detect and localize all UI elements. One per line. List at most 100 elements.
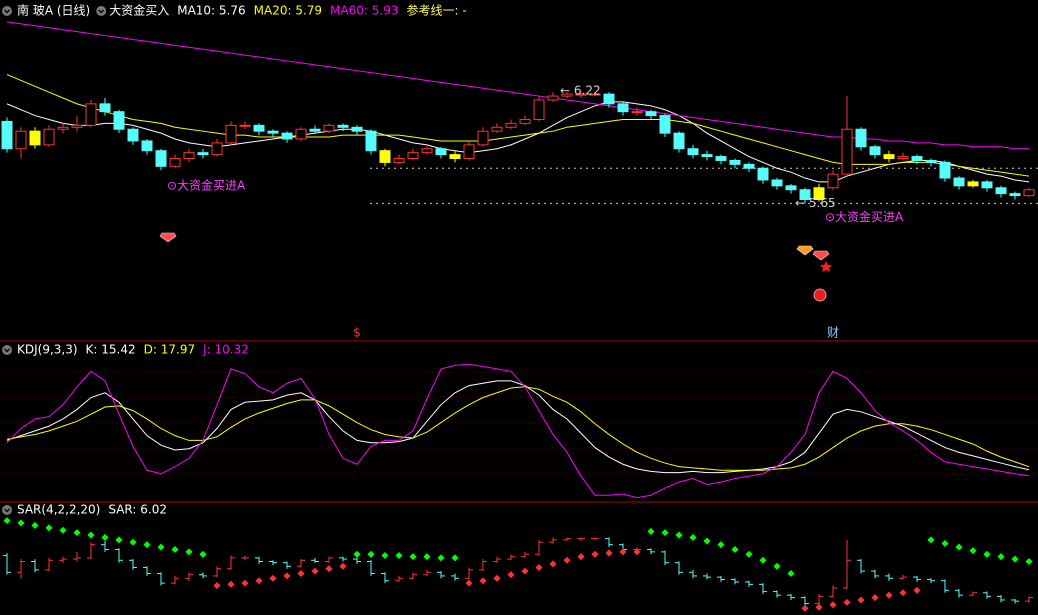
sar-dot [423, 553, 431, 561]
candle-body [113, 111, 125, 130]
panel-note: 参考线一: - [406, 3, 466, 18]
candle-body [841, 128, 853, 175]
legend-entry: MA60: 5.93 [330, 4, 398, 18]
sar-dot [703, 537, 711, 545]
sar-dot [143, 541, 151, 549]
sar-dot [185, 548, 193, 556]
sar-dot [507, 571, 515, 579]
sar-dot [129, 538, 137, 546]
candle-body [561, 93, 573, 97]
candle-body [379, 150, 391, 163]
sar-dot [409, 553, 417, 561]
candle-body [869, 146, 881, 156]
candle-body [799, 189, 811, 200]
header-icon [2, 505, 12, 515]
sar-dot [3, 517, 11, 525]
ball-icon [813, 288, 827, 302]
sar-dot [647, 527, 655, 535]
sar-dot [969, 547, 977, 555]
indicator-line [6, 380, 1030, 474]
panel-grid [0, 371, 1038, 475]
sar-dot [171, 545, 179, 554]
candle-body [211, 142, 223, 156]
candle-body [659, 115, 671, 134]
indicator-line [6, 363, 1030, 499]
sar-dot [633, 548, 641, 556]
candle-body [715, 156, 727, 161]
indicator-line [6, 386, 1030, 471]
candle-body [43, 128, 55, 146]
sar-dot [857, 596, 865, 604]
max-label: ← 6.22 [560, 84, 601, 98]
sar-dot [563, 556, 571, 564]
header-icon [96, 6, 107, 16]
sar-dot [591, 550, 599, 558]
candle-body [519, 118, 531, 124]
sar-dot [829, 601, 837, 609]
sar-dot [283, 572, 291, 580]
candle-body [729, 159, 741, 165]
sar-dot [913, 586, 921, 594]
candle-body [771, 179, 783, 187]
candle-body [939, 161, 951, 179]
candle-body [435, 148, 447, 156]
sar-dot [885, 591, 893, 599]
sar-dot [773, 562, 781, 570]
sar-dot [381, 551, 389, 560]
candle-body [645, 111, 657, 117]
candle-body [267, 130, 279, 134]
sar-dot [311, 567, 319, 575]
candle-body [239, 124, 251, 127]
sar-dot [339, 562, 347, 570]
candle-body [365, 130, 377, 152]
sar-dot [297, 569, 305, 578]
candle-body [477, 130, 489, 146]
sar-dot [815, 603, 823, 611]
candle-body [589, 93, 601, 96]
legend-entry: SAR: 6.02 [108, 503, 167, 517]
header-icon [2, 6, 12, 16]
candle-body [953, 177, 965, 187]
candle-body [617, 103, 629, 113]
candle-body [281, 132, 293, 140]
candle-body [505, 122, 517, 128]
sar-dot [31, 521, 39, 529]
sar-dot [45, 524, 53, 532]
gem-icon [796, 245, 814, 256]
sar-dot [17, 519, 25, 527]
star-icon [820, 261, 832, 272]
candle-body [925, 159, 937, 163]
sar-dot [479, 577, 487, 585]
sar-dot [675, 531, 683, 539]
sar-dot [997, 553, 1005, 561]
candle-body [1023, 189, 1035, 197]
sar-dot [745, 550, 753, 558]
sar-dot [535, 563, 543, 572]
gem-icon [159, 232, 177, 243]
sar-dot [73, 529, 81, 537]
candle-body [603, 93, 615, 105]
candle-body [351, 126, 363, 132]
gem-icon [812, 250, 830, 261]
sar-dot [367, 550, 375, 558]
candle-body [883, 154, 895, 160]
legend-entry: J: 10.32 [202, 343, 249, 357]
sar-dot [955, 543, 963, 551]
sar-dot [493, 574, 501, 582]
sar-dot [353, 550, 361, 558]
candle-body [995, 187, 1007, 195]
event-label: $ [353, 326, 361, 340]
sar-dot [213, 582, 221, 590]
panel-title: KDJ(9,3,3) [17, 343, 78, 357]
candle-body [547, 95, 559, 101]
candle-body [743, 163, 755, 169]
sar-dot [759, 556, 767, 564]
candle-body [981, 181, 993, 189]
sar-dot [731, 545, 739, 554]
sar-dot [157, 543, 165, 551]
sar-dot [619, 548, 627, 556]
header-icon [4, 9, 10, 14]
sar-dot [451, 554, 459, 562]
candle-body [337, 124, 349, 128]
